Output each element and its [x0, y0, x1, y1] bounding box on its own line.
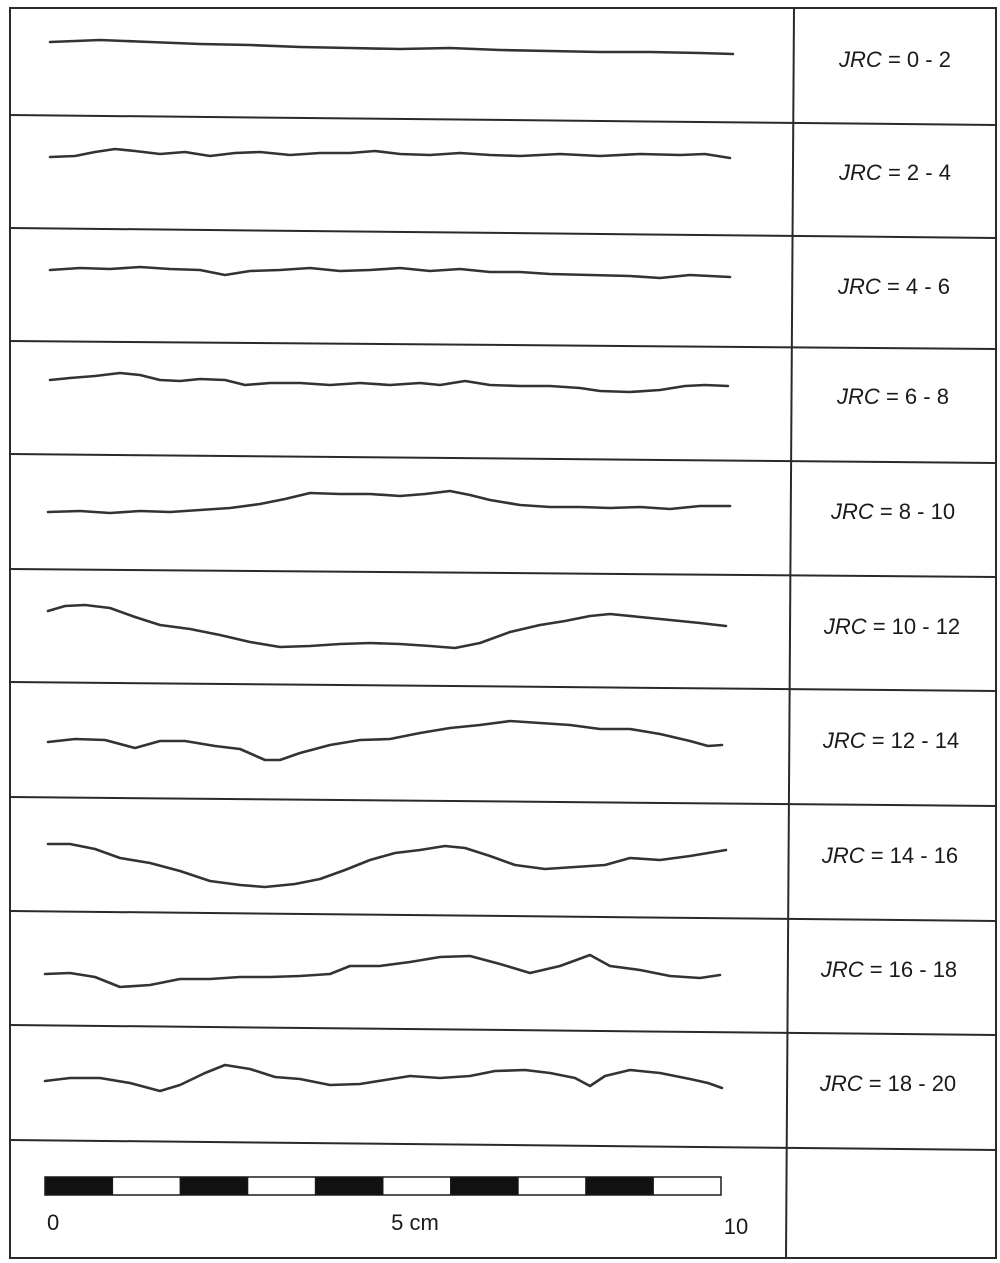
profile-line-2	[48, 147, 732, 160]
jrc-label-2: JRC = 2 - 4	[838, 160, 951, 185]
scale-segment-8	[517, 1176, 587, 1196]
jrc-label-1: JRC = 0 - 2	[838, 47, 951, 72]
jrc-label-8: JRC = 14 - 16	[821, 843, 958, 868]
jrc-label-9: JRC = 16 - 18	[820, 957, 957, 982]
scale-label-end: 10	[724, 1214, 748, 1239]
profile-line-5	[46, 489, 732, 515]
row-divider-10	[9, 1139, 997, 1151]
scale-segment-4	[247, 1176, 316, 1196]
profile-line-10	[43, 1063, 724, 1093]
row-divider-8	[9, 910, 997, 922]
profile-line-9	[43, 953, 722, 989]
scale-segment-10	[652, 1176, 722, 1196]
scale-bar: 0 5 cm 10	[44, 1176, 748, 1239]
scale-label-mid: 5 cm	[391, 1210, 439, 1235]
column-divider	[785, 7, 795, 1259]
row-divider-1	[9, 114, 997, 126]
jrc-labels: JRC = 0 - 2 JRC = 2 - 4 JRC = 4 - 6 JRC …	[819, 47, 960, 1096]
profile-line-3	[48, 265, 732, 280]
profile-line-8	[46, 842, 728, 889]
jrc-label-6: JRC = 10 - 12	[823, 614, 960, 639]
profile-line-4	[48, 371, 730, 394]
row-divider-7	[9, 796, 997, 807]
row-divider-4	[9, 453, 997, 464]
scale-segment-1	[44, 1176, 114, 1196]
scale-segment-7	[450, 1176, 519, 1196]
scale-bar-segments	[44, 1176, 722, 1196]
jrc-label-7: JRC = 12 - 14	[822, 728, 959, 753]
row-divider-3	[9, 340, 997, 350]
table-grid	[9, 7, 997, 1259]
profile-line-7	[46, 719, 724, 762]
scale-bar-outline	[44, 1176, 722, 1196]
jrc-label-5: JRC = 8 - 10	[830, 499, 955, 524]
scale-segment-6	[382, 1176, 452, 1196]
roughness-profiles	[43, 38, 735, 1093]
scale-label-start: 0	[47, 1210, 59, 1235]
scale-segment-9	[585, 1176, 654, 1196]
jrc-label-3: JRC = 4 - 6	[837, 274, 950, 299]
scale-segment-3	[179, 1176, 249, 1196]
row-divider-9	[9, 1024, 997, 1036]
jrc-label-4: JRC = 6 - 8	[836, 384, 949, 409]
scale-segment-2	[112, 1176, 181, 1196]
profile-line-1	[48, 38, 735, 56]
scale-segment-5	[314, 1176, 384, 1196]
table-border	[9, 7, 997, 1259]
row-divider-6	[9, 681, 997, 692]
profile-line-6	[46, 603, 728, 650]
jrc-label-10: JRC = 18 - 20	[819, 1071, 956, 1096]
row-divider-2	[9, 227, 997, 239]
row-divider-5	[9, 568, 997, 578]
